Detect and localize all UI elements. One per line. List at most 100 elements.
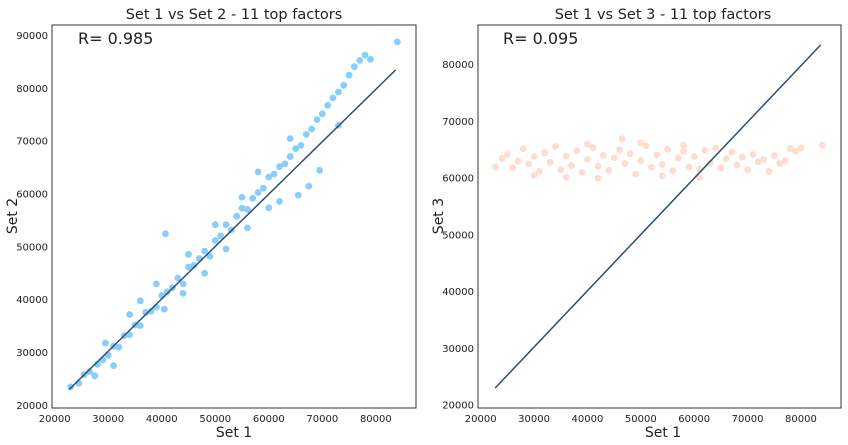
scatter-point <box>632 170 639 178</box>
scatter-point <box>696 174 703 182</box>
scatter-point <box>233 212 241 220</box>
scatter-point <box>345 71 353 79</box>
scatter-point <box>818 141 826 149</box>
y-tick-label: 50000 <box>442 230 474 241</box>
x-tick-label: 40000 <box>572 414 604 425</box>
scatter-point <box>179 290 187 297</box>
x-tick-labels: 20000 30000 40000 50000 60000 70000 80000 <box>465 414 817 425</box>
scatter-point <box>562 173 570 181</box>
scatter-point <box>244 206 251 213</box>
scatter-point <box>797 144 805 152</box>
scatter-point <box>680 141 687 149</box>
scatter-point <box>201 247 209 255</box>
scatter-point <box>680 148 687 155</box>
scatter-point <box>318 110 326 118</box>
scatter-point <box>733 161 741 169</box>
x-axis-label: Set 1 <box>645 425 681 441</box>
scatter-point <box>340 81 348 89</box>
x-tick-label: 70000 <box>306 414 338 425</box>
scatter-point <box>573 147 581 155</box>
y-tick-label: 50000 <box>16 242 48 253</box>
y-tick-label: 70000 <box>442 117 474 128</box>
scatter-point <box>174 274 182 282</box>
scatter-point <box>786 145 794 153</box>
y-tick-label: 80000 <box>442 60 474 71</box>
scatter-point <box>552 143 559 150</box>
scatter-point <box>664 145 671 153</box>
y-tick-label: 60000 <box>442 174 474 185</box>
x-tick-label: 40000 <box>146 414 178 425</box>
scatter-point <box>86 368 93 375</box>
scatter-point <box>286 135 294 143</box>
y-tick-label: 80000 <box>16 84 48 95</box>
scatter-point <box>179 280 187 288</box>
scatter-point <box>217 232 225 240</box>
scatter-point <box>222 221 230 229</box>
scatter-point <box>110 362 117 370</box>
scatter-point <box>238 204 246 212</box>
scatter-point <box>520 145 527 153</box>
scatter-point <box>185 263 192 271</box>
scatter-point <box>142 309 150 316</box>
scatter-point <box>163 288 171 296</box>
scatter-point <box>211 237 219 244</box>
scatter-point <box>536 168 543 175</box>
scatter-point <box>238 193 246 201</box>
scatter-point <box>153 280 160 288</box>
scatter-point <box>530 153 538 161</box>
fit-line <box>68 69 397 391</box>
scatter-point <box>206 253 214 260</box>
x-tick-label: 80000 <box>360 414 392 425</box>
y-tick-label: 60000 <box>16 190 48 201</box>
scatter-point <box>147 307 155 315</box>
scatter-point <box>770 152 778 159</box>
x-tick-label: 20000 <box>465 414 497 425</box>
scatter-point <box>316 166 323 174</box>
scatter-point <box>126 311 133 318</box>
scatter-point <box>557 166 565 174</box>
scatter-point <box>712 144 719 152</box>
scatter-point <box>717 164 725 172</box>
scatter-point <box>91 372 99 380</box>
scatter-point <box>356 57 364 64</box>
scatter-point <box>308 125 315 133</box>
scatter-point <box>530 172 538 179</box>
x-tick-label: 80000 <box>785 414 817 425</box>
scatter-point <box>616 146 623 154</box>
scatter-point <box>185 250 192 258</box>
scatter-point <box>102 339 109 347</box>
scatter-point <box>286 153 294 160</box>
scatter-point <box>254 189 262 196</box>
scatter-point <box>136 322 144 329</box>
y-tick-label: 30000 <box>16 348 48 359</box>
fit-line <box>494 44 822 389</box>
scatter-point <box>584 140 591 148</box>
scatter-point <box>297 142 305 149</box>
scatter-point <box>265 173 273 181</box>
scatter-point <box>728 148 735 156</box>
scatter-point <box>492 163 499 171</box>
y-tick-label: 20000 <box>442 401 474 412</box>
correlation-annotation: R= 0.985 <box>78 29 153 48</box>
x-tick-label: 60000 <box>253 414 285 425</box>
scatter-point <box>749 151 757 158</box>
scatter-point <box>190 262 198 269</box>
scatter-point <box>776 160 783 167</box>
y-tick-label: 40000 <box>442 287 474 298</box>
x-tick-labels: 20000 30000 40000 50000 60000 70000 80000 <box>39 414 392 425</box>
y-tick-label: 90000 <box>16 31 48 42</box>
scatter-point <box>211 221 219 229</box>
y-tick-labels: 20000 30000 40000 50000 60000 70000 80000 90000 <box>16 31 48 412</box>
scatter-point <box>161 305 168 313</box>
scatter-point <box>244 224 251 232</box>
correlation-annotation: R= 0.095 <box>503 29 578 48</box>
scatter-point <box>701 147 709 154</box>
scatter-point <box>162 230 169 238</box>
x-tick-label: 70000 <box>732 414 764 425</box>
plot-area-frame <box>477 24 842 409</box>
scatter-point <box>685 163 693 171</box>
scatter-point <box>738 153 746 161</box>
scatter-point <box>541 149 549 157</box>
scatter-point <box>637 139 645 147</box>
scatter-point <box>562 152 570 160</box>
